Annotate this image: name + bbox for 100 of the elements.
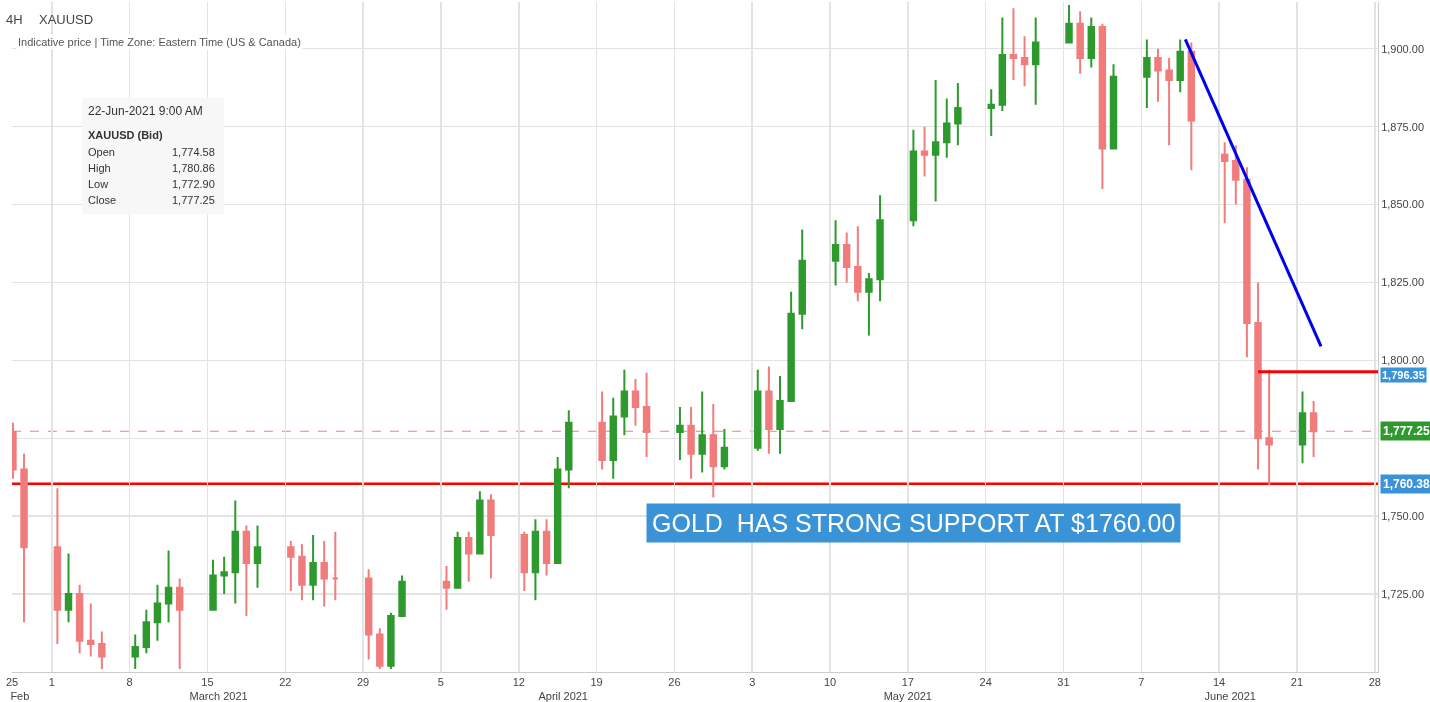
annotation: XAUUSD (Bid) bbox=[88, 129, 163, 141]
y-tick-label: 1,800.00 bbox=[1381, 354, 1425, 367]
candlestick bbox=[442, 565, 451, 611]
candlestick bbox=[1165, 57, 1173, 147]
candlestick bbox=[876, 194, 884, 303]
y-tick-label: 1,900.00 bbox=[1381, 42, 1425, 55]
x-tick-label: 8 bbox=[126, 676, 133, 689]
candlestick bbox=[620, 368, 629, 437]
x-tick-label: 3 bbox=[749, 676, 756, 689]
x2-tick-label: April 2021 bbox=[538, 690, 588, 702]
candlestick bbox=[476, 490, 484, 555]
candlestick bbox=[1076, 10, 1084, 75]
candlestick bbox=[1154, 47, 1162, 103]
candlestick bbox=[153, 583, 162, 642]
candlestick bbox=[854, 225, 862, 303]
candlestick bbox=[364, 568, 373, 661]
candlestick bbox=[698, 390, 706, 474]
candlestick bbox=[331, 530, 340, 602]
ref-line-label: 1,760.38 bbox=[1383, 477, 1430, 491]
x-tick-label: 14 bbox=[1212, 676, 1226, 689]
candlestick bbox=[1031, 16, 1040, 106]
candlestick bbox=[609, 396, 617, 480]
text: XAUUSD bbox=[39, 12, 94, 27]
candlestick bbox=[298, 543, 306, 602]
candlestick bbox=[220, 555, 228, 596]
candlestick bbox=[131, 633, 139, 670]
annotation: 22-Jun-2021 9:00 AM bbox=[88, 104, 203, 118]
candlestick bbox=[787, 290, 795, 402]
candlestick bbox=[320, 540, 328, 608]
candlestick bbox=[931, 78, 940, 203]
candlestick bbox=[1009, 7, 1018, 81]
candlestick bbox=[720, 427, 729, 471]
annotation: Low bbox=[88, 178, 109, 190]
candlestick bbox=[465, 530, 473, 583]
x2-tick-label: March 2021 bbox=[189, 690, 248, 702]
annotation: 1,796.35 bbox=[1382, 369, 1425, 381]
candlestick bbox=[1232, 144, 1240, 206]
x-tick-label: 7 bbox=[1138, 676, 1145, 689]
candlestick bbox=[943, 97, 951, 159]
x2-tick-label: Feb bbox=[10, 690, 30, 702]
y-tick-label: 1,750.00 bbox=[1381, 510, 1425, 523]
x2-tick-label: June 2021 bbox=[1204, 690, 1256, 702]
candlestick bbox=[1220, 141, 1229, 225]
x-tick-label: 26 bbox=[668, 676, 681, 689]
candlestick bbox=[954, 82, 962, 147]
candlestick bbox=[920, 125, 929, 178]
x-tick-label: 15 bbox=[201, 676, 214, 689]
x-tick-label: 5 bbox=[437, 676, 444, 689]
candlestick bbox=[1243, 166, 1251, 359]
annotation: 1,777.25 bbox=[172, 194, 215, 206]
candlestick bbox=[798, 228, 806, 331]
x-tick-label: 21 bbox=[1290, 676, 1304, 689]
ref-line-label: 1,777.25 bbox=[1383, 424, 1430, 438]
x-tick-label: 22 bbox=[279, 676, 292, 689]
candlestick bbox=[831, 219, 840, 287]
candlestick bbox=[53, 487, 62, 645]
candlestick bbox=[309, 533, 317, 602]
candlestick bbox=[1020, 35, 1029, 88]
annotation: 1,774.58 bbox=[172, 146, 215, 158]
annotation: 1,780.86 bbox=[172, 162, 215, 174]
x-tick-label: 31 bbox=[1057, 676, 1070, 689]
candlestick bbox=[253, 524, 262, 589]
annotation: Open bbox=[88, 146, 115, 158]
candlestick bbox=[520, 530, 529, 592]
candlestick bbox=[142, 608, 151, 655]
annotation: GOLD HAS STRONG SUPPORT AT $1760.00 bbox=[652, 509, 1176, 537]
x-tick-label: 19 bbox=[590, 676, 603, 689]
candlestick bbox=[1176, 38, 1184, 94]
candlestick bbox=[1143, 38, 1151, 109]
candlestick bbox=[376, 627, 384, 670]
candlestick bbox=[387, 611, 395, 670]
x-tick-label: 25 bbox=[5, 676, 19, 689]
x-tick-label: 1 bbox=[48, 676, 55, 689]
candlestick bbox=[1187, 41, 1196, 172]
text: 4H bbox=[6, 12, 23, 27]
candlestick bbox=[1087, 16, 1095, 69]
y-tick-label: 1,725.00 bbox=[1381, 587, 1425, 600]
candlestick bbox=[75, 583, 84, 655]
candlestick bbox=[998, 16, 1007, 113]
y-tick-label: 1,850.00 bbox=[1381, 198, 1425, 211]
y-tick-label: 1,825.00 bbox=[1381, 276, 1425, 289]
candlestick bbox=[487, 493, 495, 580]
x-tick-label: 29 bbox=[356, 676, 370, 689]
annotation: Close bbox=[88, 194, 117, 206]
annotation: Indicative price | Time Zone: Eastern Time (US & Canada) bbox=[18, 36, 301, 48]
candlestick bbox=[231, 499, 239, 605]
x-tick-label: 24 bbox=[979, 676, 992, 689]
x-tick-label: 10 bbox=[823, 676, 837, 689]
y-tick-label: 1,875.00 bbox=[1381, 120, 1425, 133]
candlestick bbox=[553, 455, 562, 564]
candlestick bbox=[453, 530, 462, 589]
candlestick bbox=[242, 524, 251, 617]
candlestick bbox=[1298, 390, 1307, 465]
candlestick bbox=[1098, 22, 1107, 190]
candlestick bbox=[64, 552, 73, 624]
candlestick bbox=[175, 577, 184, 670]
candlestick bbox=[865, 272, 873, 337]
candlestick bbox=[531, 518, 540, 602]
candlestick bbox=[164, 549, 173, 624]
candlestick bbox=[87, 602, 95, 658]
